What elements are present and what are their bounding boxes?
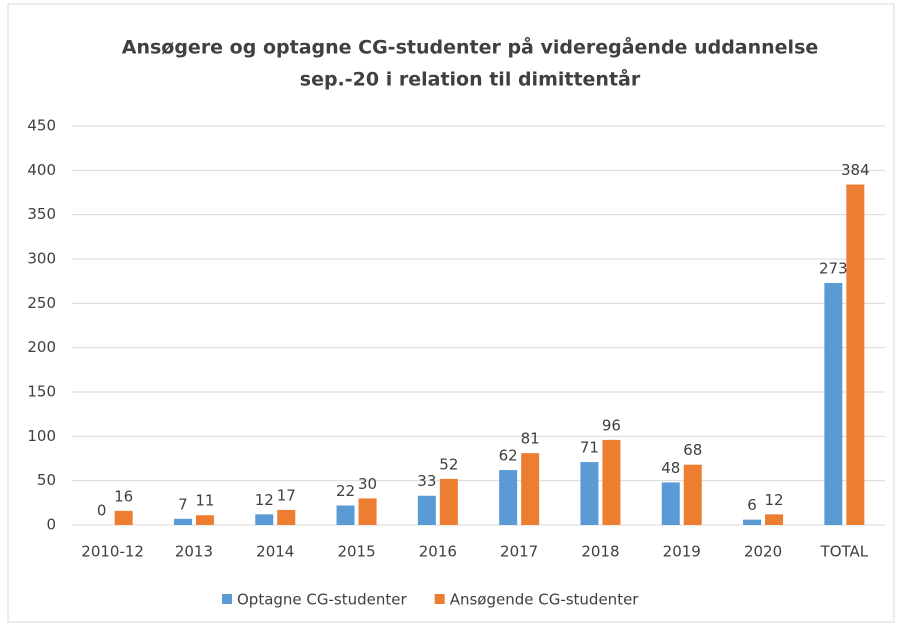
x-tick-label: 2014 — [256, 543, 294, 561]
data-label: 11 — [195, 492, 214, 510]
x-tick-label: 2019 — [663, 543, 701, 561]
bar — [255, 514, 274, 525]
bar — [195, 515, 214, 525]
bar — [580, 462, 599, 525]
bar — [683, 464, 702, 525]
data-label: 0 — [97, 502, 107, 520]
x-tick-label: 2017 — [500, 543, 538, 561]
legend-swatch — [434, 594, 445, 604]
data-label: 273 — [819, 259, 848, 277]
bar — [521, 453, 540, 525]
x-tick-label: 2020 — [744, 543, 782, 561]
y-tick-label: 100 — [27, 427, 56, 445]
data-label: 16 — [114, 487, 133, 505]
bar — [417, 495, 436, 525]
y-tick-label: 0 — [46, 516, 56, 534]
y-tick-label: 200 — [27, 338, 56, 356]
x-tick-label: 2013 — [175, 543, 213, 561]
legend-label: Ansøgende CG-studenter — [450, 591, 640, 609]
data-label: 52 — [439, 455, 458, 473]
bar — [173, 518, 192, 525]
bar — [114, 510, 133, 525]
x-tick-label: 2010-12 — [81, 543, 144, 561]
bar — [743, 519, 762, 525]
bar — [277, 509, 296, 525]
data-label: 7 — [178, 495, 188, 513]
x-tick-label: TOTAL — [820, 543, 869, 561]
y-tick-label: 450 — [27, 117, 56, 135]
data-label: 33 — [417, 472, 436, 490]
y-tick-label: 150 — [27, 383, 56, 401]
legend-label: Optagne CG-studenter — [237, 591, 408, 609]
bar — [661, 482, 680, 525]
data-label: 12 — [255, 491, 274, 509]
data-label: 6 — [747, 496, 757, 514]
data-label: 68 — [683, 441, 702, 459]
y-tick-label: 250 — [27, 294, 56, 312]
data-label: 81 — [521, 430, 540, 448]
data-label: 22 — [336, 482, 355, 500]
y-tick-label: 50 — [37, 471, 56, 489]
data-label: 96 — [602, 416, 621, 434]
bar — [358, 498, 377, 525]
y-tick-label: 400 — [27, 161, 56, 179]
chart-title: sep.-20 i relation til dimittentår — [300, 67, 641, 91]
bar — [824, 282, 843, 525]
x-tick-label: 2018 — [581, 543, 619, 561]
data-label: 30 — [358, 475, 377, 493]
data-label: 12 — [765, 491, 784, 509]
data-label: 71 — [580, 439, 599, 457]
data-label: 48 — [661, 459, 680, 477]
bar — [846, 184, 865, 525]
y-tick-label: 300 — [27, 250, 56, 268]
bar — [499, 470, 518, 525]
y-tick-label: 350 — [27, 205, 56, 223]
data-label: 62 — [499, 447, 518, 465]
data-label: 17 — [277, 486, 296, 504]
chart-frame — [7, 3, 895, 623]
x-tick-label: 2016 — [419, 543, 457, 561]
bar — [602, 439, 621, 525]
x-tick-label: 2015 — [337, 543, 375, 561]
bar — [439, 478, 458, 525]
bar — [336, 505, 355, 525]
chart-title: Ansøgere og optagne CG-studenter på vide… — [122, 35, 819, 59]
bar — [765, 514, 784, 525]
legend-swatch — [222, 594, 232, 604]
data-label: 384 — [841, 161, 870, 179]
